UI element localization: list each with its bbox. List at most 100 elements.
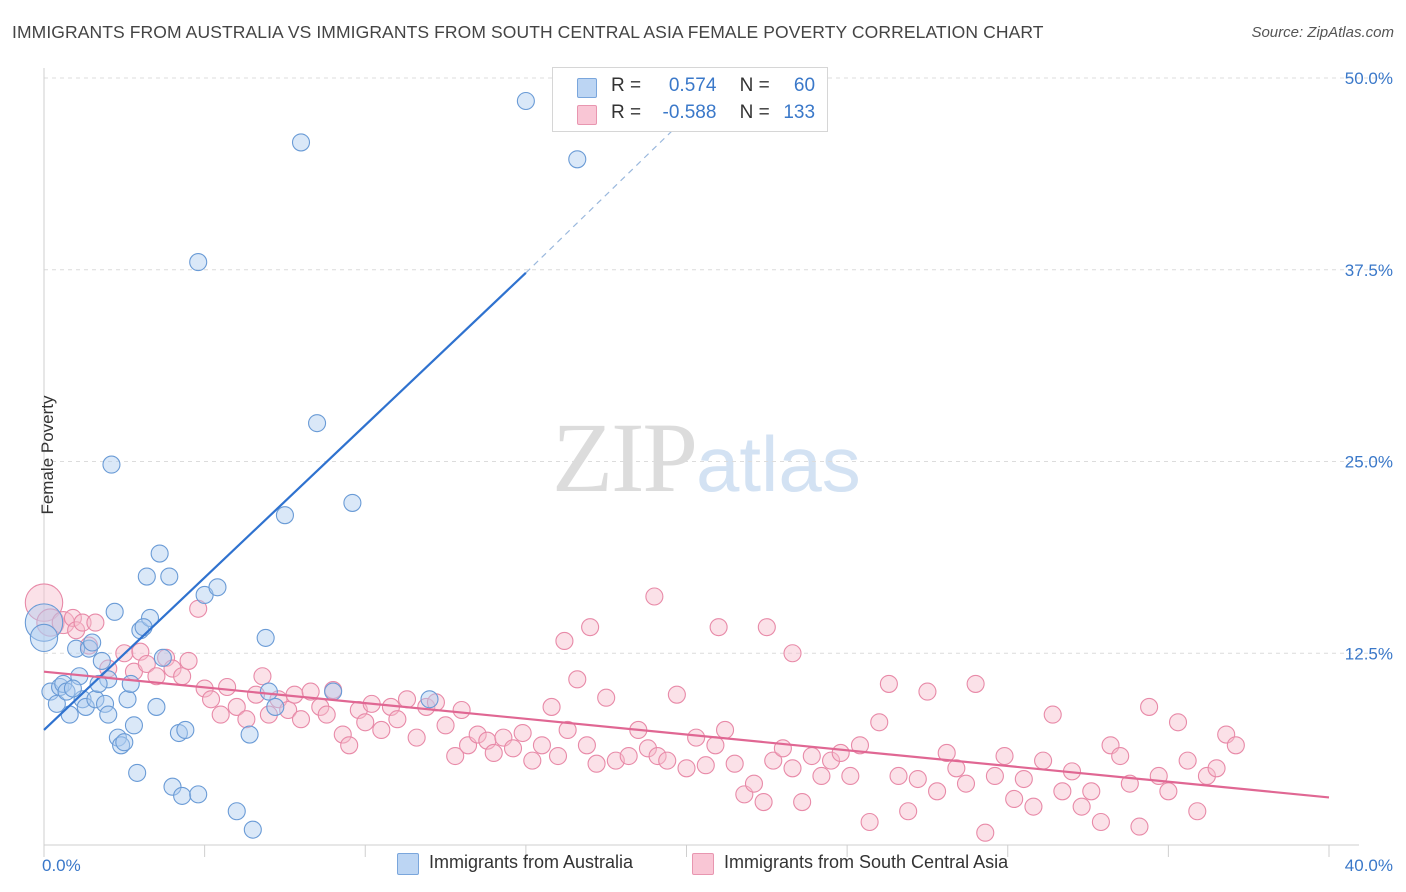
- point-australia: [189, 253, 208, 272]
- point-sca: [211, 705, 230, 724]
- axes: [43, 68, 1359, 857]
- point-sca: [1053, 782, 1072, 801]
- point-sca: [24, 583, 64, 622]
- point-australia: [83, 633, 102, 652]
- point-australia: [105, 602, 124, 621]
- point-australia: [308, 414, 327, 433]
- point-sca: [648, 746, 667, 766]
- point-sca: [1188, 802, 1207, 821]
- point-sca: [340, 736, 359, 755]
- point-sca: [317, 705, 336, 724]
- point-australia: [189, 785, 208, 804]
- point-australia: [99, 705, 118, 724]
- point-sca: [1226, 736, 1245, 755]
- point-sca: [757, 618, 776, 637]
- point-sca: [558, 720, 577, 740]
- legend-r-value: -0.588: [662, 102, 717, 123]
- point-australia: [266, 697, 285, 716]
- point-australia: [124, 716, 143, 735]
- point-sca: [1034, 751, 1053, 770]
- grid-lines: [44, 77, 1389, 654]
- point-sca: [301, 682, 320, 701]
- point-sca: [1072, 797, 1091, 816]
- point-sca: [577, 736, 596, 755]
- bottom-legend-label-sca: Immigrants from South Central Asia: [724, 852, 1009, 872]
- point-sca: [523, 751, 542, 770]
- point-australia: [153, 648, 172, 667]
- point-sca: [73, 613, 92, 632]
- point-sca: [918, 682, 937, 701]
- point-sca: [687, 728, 706, 747]
- australia-points: [24, 91, 587, 839]
- point-australia: [29, 623, 59, 653]
- point-sca: [995, 746, 1014, 766]
- point-sca: [452, 700, 471, 720]
- legend-n-label: N =: [739, 102, 770, 123]
- point-sca: [259, 705, 278, 724]
- point-australia: [60, 705, 79, 724]
- point-sca: [928, 782, 947, 801]
- point-australia: [76, 697, 95, 716]
- point-australia: [243, 820, 262, 839]
- point-sca: [870, 713, 889, 732]
- point-sca: [956, 774, 976, 793]
- point-sca: [407, 728, 426, 747]
- point-sca: [1091, 812, 1110, 832]
- point-sca: [1005, 789, 1024, 809]
- point-sca: [754, 792, 773, 812]
- point-sca: [899, 802, 918, 821]
- point-sca: [36, 608, 65, 637]
- point-sca: [436, 716, 455, 735]
- legend-n-value: 133: [783, 102, 816, 123]
- point-sca: [542, 697, 561, 716]
- trend-line-australia: [43, 272, 527, 731]
- point-australia: [160, 567, 179, 586]
- point-sca: [677, 759, 696, 778]
- point-sca: [706, 736, 725, 755]
- point-sca: [976, 823, 995, 842]
- point-sca: [860, 812, 879, 832]
- legend-swatch-australia: [577, 78, 597, 98]
- source-label: Source: ZipAtlas.com: [1251, 24, 1394, 41]
- point-australia: [343, 493, 362, 512]
- point-australia: [324, 682, 343, 701]
- point-sca: [667, 685, 686, 704]
- x-tick-label: 40.0%: [1345, 856, 1393, 875]
- point-sca: [227, 697, 246, 716]
- point-australia: [259, 682, 278, 701]
- point-sca: [291, 710, 311, 729]
- point-sca: [725, 754, 744, 773]
- point-sca: [67, 621, 86, 640]
- point-australia: [176, 720, 195, 740]
- point-sca: [333, 725, 352, 744]
- legend-r-value: 0.574: [668, 75, 717, 96]
- point-sca: [202, 690, 221, 709]
- point-australia: [275, 506, 294, 525]
- bottom-legend-swatch-australia: [397, 853, 419, 875]
- point-sca: [86, 613, 105, 632]
- bottom-legend-swatch-sca: [692, 853, 714, 875]
- point-australia: [115, 733, 134, 752]
- point-sca: [822, 751, 841, 770]
- point-sca: [879, 674, 898, 693]
- point-sca: [1111, 746, 1130, 766]
- point-sca: [597, 688, 616, 707]
- point-australia: [92, 651, 111, 670]
- legend-r-label: R =: [611, 75, 642, 96]
- point-sca: [1178, 751, 1197, 770]
- point-australia: [163, 777, 182, 796]
- point-australia: [173, 786, 192, 805]
- watermark: ZIPatlas: [552, 400, 861, 515]
- point-sca: [397, 690, 417, 709]
- point-sca: [237, 710, 256, 729]
- point-sca: [645, 587, 664, 606]
- point-australia: [568, 150, 587, 169]
- legend-swatch-sca: [577, 105, 597, 125]
- point-australia: [147, 697, 166, 716]
- point-sca: [503, 739, 523, 758]
- point-australia: [67, 639, 86, 658]
- point-australia: [102, 455, 121, 474]
- point-sca: [446, 746, 465, 766]
- point-sca: [372, 720, 391, 740]
